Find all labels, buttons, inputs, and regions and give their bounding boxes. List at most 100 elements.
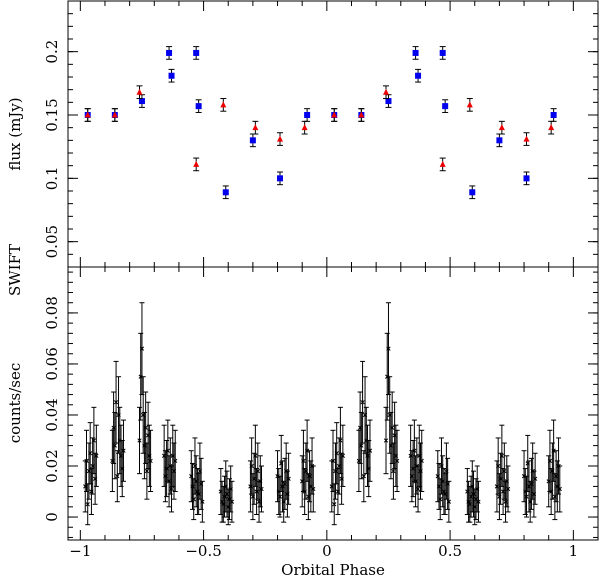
count-point-x: [286, 476, 291, 481]
count-point-x: [113, 400, 119, 405]
flux-point-triangle: [220, 101, 227, 108]
flux-point-square: [523, 175, 530, 182]
count-point-x: [390, 425, 395, 430]
flux-point-triangle: [84, 111, 91, 118]
flux-point-square: [138, 98, 145, 105]
count-point-x: [259, 486, 264, 492]
bottom-y-axis-title: counts/sec: [6, 363, 24, 444]
count-point-x: [438, 497, 443, 502]
count-point-x: [394, 458, 400, 464]
count-point-x: [139, 346, 145, 351]
count-point-x: [91, 438, 97, 443]
flux-point-triangle: [277, 135, 283, 142]
flux-point-triangle: [301, 124, 308, 131]
flux-point-square: [496, 137, 503, 144]
y-tick-label: 0.02: [43, 449, 61, 482]
count-point-x: [301, 458, 306, 464]
count-point-x: [367, 448, 373, 453]
flux-point-triangle: [358, 111, 365, 118]
count-point-x: [505, 486, 511, 492]
count-point-x: [496, 463, 501, 469]
count-point-x: [144, 468, 150, 474]
flux-point-triangle: [466, 101, 473, 108]
count-point-x: [502, 468, 507, 474]
flux-point-square: [168, 72, 175, 79]
flux-point-triangle: [498, 124, 505, 131]
y-tick-label: 0.15: [43, 98, 61, 131]
swift-panel-label: SWIFT: [6, 244, 24, 296]
count-point-x: [532, 476, 538, 481]
count-point-x: [311, 486, 316, 492]
count-point-x: [249, 463, 254, 469]
count-point-x: [419, 458, 424, 464]
flux-point-square: [195, 103, 202, 110]
count-point-x: [229, 499, 235, 504]
y-tick-label: 0.2: [43, 40, 61, 64]
flux-point-triangle: [136, 88, 143, 95]
flux-point-square: [304, 112, 311, 118]
count-point-x: [359, 443, 364, 448]
flux-point-square: [415, 72, 422, 79]
count-point-x: [386, 346, 391, 351]
x-tick-label: 0: [322, 542, 332, 560]
count-point-x: [412, 448, 417, 453]
count-point-x: [499, 453, 505, 458]
flux-point-triangle: [331, 111, 338, 118]
count-point-x: [415, 486, 421, 492]
flux-point-triangle: [111, 111, 118, 118]
count-point-x: [88, 451, 93, 456]
count-point-x: [173, 458, 178, 464]
flux-point-square: [193, 49, 200, 56]
x-tick-label: 1: [569, 542, 579, 560]
flux-point-square: [442, 103, 449, 110]
flux-point-triangle: [523, 135, 530, 142]
y-tick-label: 0.04: [43, 398, 61, 431]
count-point-x: [330, 458, 336, 464]
top-panel-frame: [67, 0, 599, 268]
flux-point-triangle: [252, 124, 259, 131]
count-point-x: [148, 458, 153, 464]
count-point-x: [361, 474, 366, 479]
y-tick-label: 0.06: [43, 347, 61, 380]
bottom-panel-frame: [67, 266, 599, 541]
x-axis-title: Orbital Phase: [281, 561, 385, 579]
flux-point-square: [550, 112, 557, 118]
count-point-x: [253, 453, 258, 458]
count-point-x: [121, 448, 126, 453]
count-point-x: [340, 453, 346, 458]
y-tick-label: 0.08: [43, 296, 61, 329]
count-point-x: [143, 425, 148, 430]
count-point-x: [547, 458, 553, 464]
top-y-axis-title: flux (mJy): [6, 97, 24, 170]
top-panel-marks: [84, 46, 557, 200]
count-point-x: [85, 502, 90, 507]
flux-point-square: [412, 49, 419, 56]
count-point-x: [255, 468, 260, 474]
flux-point-square: [166, 49, 173, 56]
count-point-x: [277, 494, 283, 499]
flux-point-triangle: [193, 160, 200, 167]
count-point-x: [94, 453, 99, 458]
count-point-x: [84, 458, 89, 464]
flux-point-square: [277, 175, 283, 182]
y-tick-label: 0: [43, 512, 61, 522]
count-point-x: [137, 438, 142, 443]
count-point-x: [200, 499, 205, 504]
flux-point-square: [439, 49, 446, 56]
x-tick-label: 0.5: [438, 542, 462, 560]
bottom-panel-axes: 0 0.02 0.04 0.06 0.08 −1 −0.5 0 0.5 1: [43, 267, 598, 560]
flux-point-square: [469, 189, 476, 196]
y-tick-label: 0.05: [43, 225, 61, 258]
x-tick-label: −0.5: [185, 542, 221, 560]
top-panel-axes: 0.05 0.1 0.15 0.2: [43, 1, 598, 268]
count-point-x: [338, 438, 343, 443]
flux-point-square: [222, 189, 229, 196]
count-point-x: [446, 499, 452, 504]
flux-point-triangle: [439, 160, 446, 167]
bottom-panel-marks: [82, 302, 563, 526]
count-point-x: [332, 502, 337, 507]
y-tick-label: 0.1: [43, 166, 61, 190]
count-point-x: [557, 486, 562, 492]
flux-point-triangle: [548, 124, 555, 131]
count-point-x: [360, 400, 365, 405]
